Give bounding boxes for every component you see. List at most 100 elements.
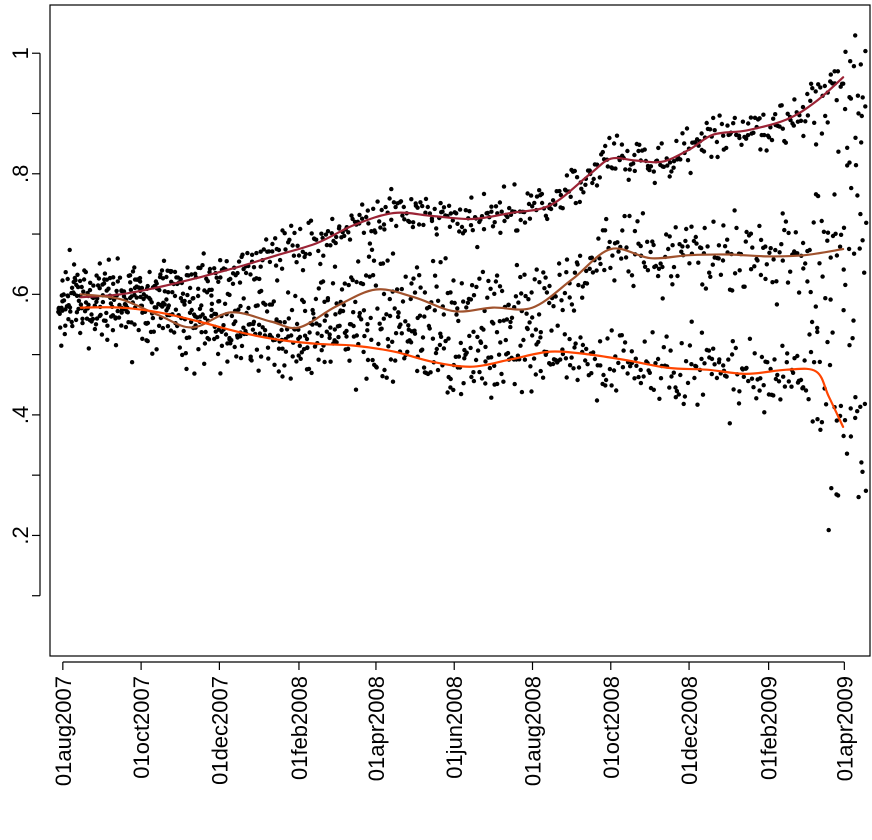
data-point [276,346,282,351]
data-point [469,283,475,288]
data-point [721,223,726,228]
data-point [223,332,229,337]
data-point [266,249,272,254]
data-point [859,460,864,465]
data-point [626,269,631,274]
data-point [851,318,856,323]
data-point [853,415,858,421]
data-point [768,366,773,372]
data-point [687,343,693,348]
data-point [744,365,749,371]
data-point [69,319,74,325]
data-point [361,230,367,235]
data-point [141,292,146,297]
data-point [434,284,439,289]
data-point [495,381,500,387]
data-point [571,308,577,313]
data-point [248,272,253,277]
data-point [87,287,93,293]
data-point [597,175,602,180]
data-point [365,322,370,327]
data-point [393,358,398,363]
data-point [266,356,271,361]
data-point [607,239,612,245]
data-point [60,278,65,283]
data-point [270,249,275,254]
data-point [319,348,324,353]
data-point [399,286,404,292]
data-point [855,93,861,98]
data-point [377,219,382,224]
data-point [304,367,310,372]
data-point [187,299,192,305]
data-point [568,194,573,199]
data-point [689,362,694,367]
data-point [183,351,188,356]
data-point [805,91,810,97]
data-point [215,351,221,357]
data-point [390,379,396,384]
data-point [576,282,581,288]
y-tick-label: .6 [8,285,33,303]
data-point [128,287,134,293]
data-point [803,119,808,124]
data-point [808,98,813,104]
data-point [813,89,818,94]
data-point [750,245,755,250]
x-tick-label: 01oct2007 [129,676,154,779]
data-point [526,297,531,302]
data-point [834,98,839,103]
data-point [202,315,208,321]
data-point [519,291,524,296]
data-point [381,291,387,297]
data-point [240,252,245,257]
data-point [370,357,375,363]
data-point [680,131,685,136]
data-point [714,375,720,381]
data-point [790,370,796,375]
data-point [612,278,617,283]
data-point [318,261,323,267]
data-point [523,293,528,299]
data-point [527,320,532,325]
data-point [717,113,722,118]
data-point [257,331,263,336]
data-point [842,418,848,423]
data-point [311,311,316,316]
data-point [180,291,186,296]
data-point [256,322,262,327]
data-point [336,334,341,340]
data-point [374,365,379,370]
data-point [137,275,143,281]
data-point [365,328,370,333]
data-point [230,281,236,286]
data-point [110,328,116,333]
data-point [206,337,212,342]
data-point [307,251,312,257]
data-point [815,329,820,335]
data-point [181,328,186,334]
data-point [815,193,821,199]
data-point [378,225,383,230]
data-point [862,270,867,275]
data-point [168,269,173,275]
data-point [180,299,185,304]
data-point [848,406,853,411]
data-point [173,307,179,312]
data-point [380,374,385,379]
data-point [490,224,496,229]
data-point [89,312,94,317]
data-point [333,312,338,317]
data-point [150,351,155,356]
data-point [286,316,291,321]
data-point [598,363,603,368]
data-point [225,359,230,364]
data-point [803,261,808,266]
data-point [783,219,789,224]
data-point [696,260,701,265]
data-point [134,284,139,289]
data-point [580,284,585,289]
data-point [789,384,794,389]
data-point [569,355,574,360]
data-point [420,203,425,209]
